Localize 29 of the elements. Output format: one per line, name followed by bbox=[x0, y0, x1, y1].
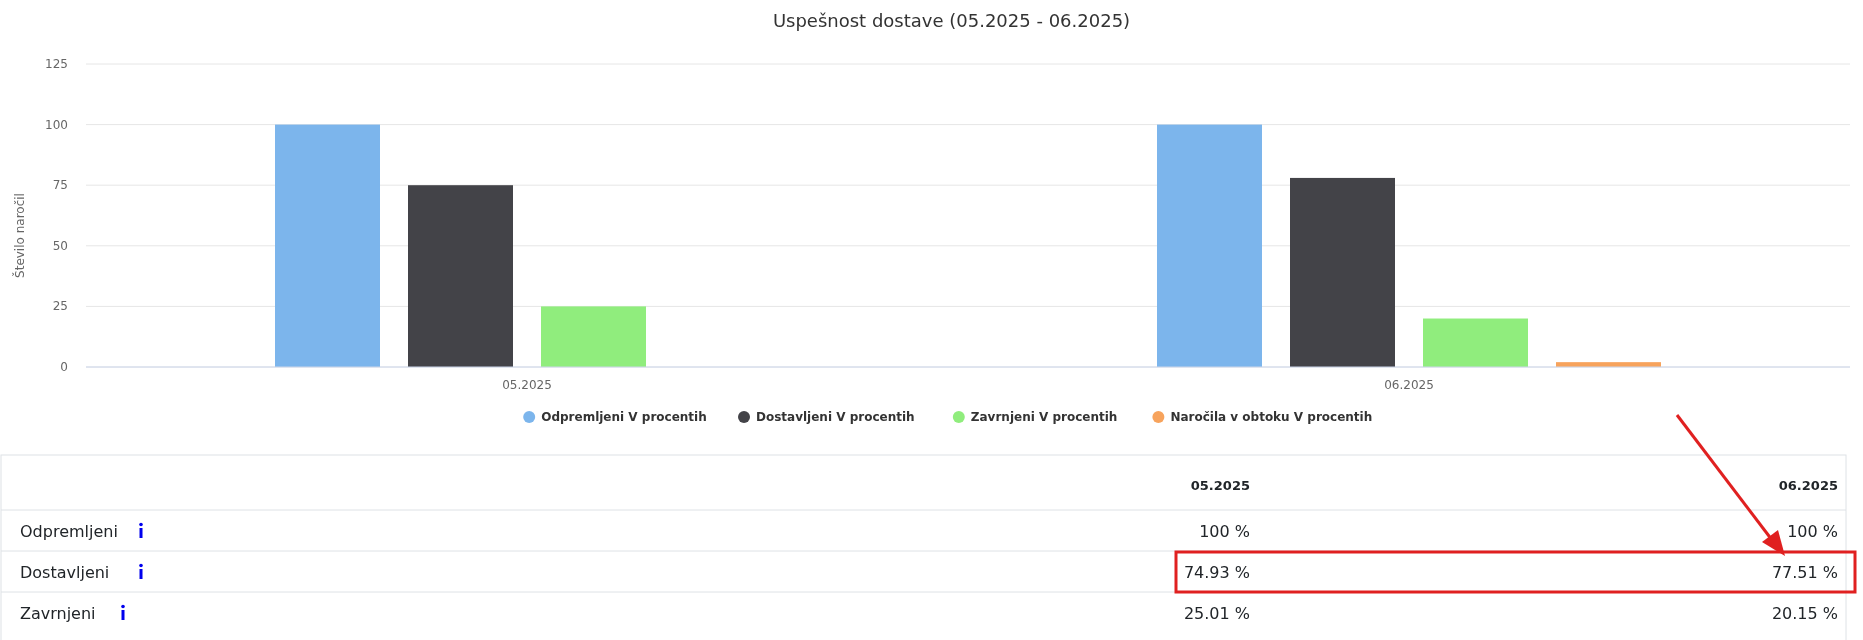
bar bbox=[1290, 177, 1395, 367]
text: 74.93 % bbox=[1183, 563, 1250, 582]
category-label: Zavrnjeni bbox=[20, 604, 96, 623]
bar bbox=[1157, 124, 1262, 367]
legend-label: Dostavljeni V procentih bbox=[756, 410, 915, 424]
category-label: Odpremljeni bbox=[20, 522, 118, 541]
bar bbox=[408, 185, 513, 367]
y-tick-label: 75 bbox=[52, 178, 68, 193]
text: 100 % bbox=[1787, 522, 1838, 541]
legend-label: Odpremljeni V procentih bbox=[541, 410, 707, 424]
category-label: Dostavljeni bbox=[20, 563, 110, 582]
y-tick-label: 125 bbox=[45, 57, 68, 71]
bar bbox=[275, 124, 380, 367]
y-tick-label: 0 bbox=[60, 360, 68, 374]
y-tick-label: 50 bbox=[52, 238, 68, 253]
bar bbox=[541, 306, 646, 367]
text: 20.15 % bbox=[1771, 604, 1838, 623]
category-label: 06.2025 bbox=[1778, 478, 1838, 493]
y-axis-title: Število naročil bbox=[12, 193, 27, 278]
bar bbox=[1423, 318, 1528, 367]
legend-label: Naročila v obtoku V procentih bbox=[1170, 410, 1373, 424]
legend-label: Zavrnjeni V procentih bbox=[970, 410, 1118, 424]
text: 77.51 % bbox=[1771, 563, 1838, 582]
y-tick-label: 25 bbox=[52, 299, 68, 314]
text: 25.01 % bbox=[1183, 604, 1250, 623]
chart-title: Uspešnost dostave (05.2025 - 06.2025) bbox=[772, 10, 1131, 31]
category-label: 05.2025 bbox=[1190, 478, 1250, 493]
y-tick-label: 100 bbox=[45, 117, 68, 132]
text: 100 % bbox=[1199, 522, 1250, 541]
